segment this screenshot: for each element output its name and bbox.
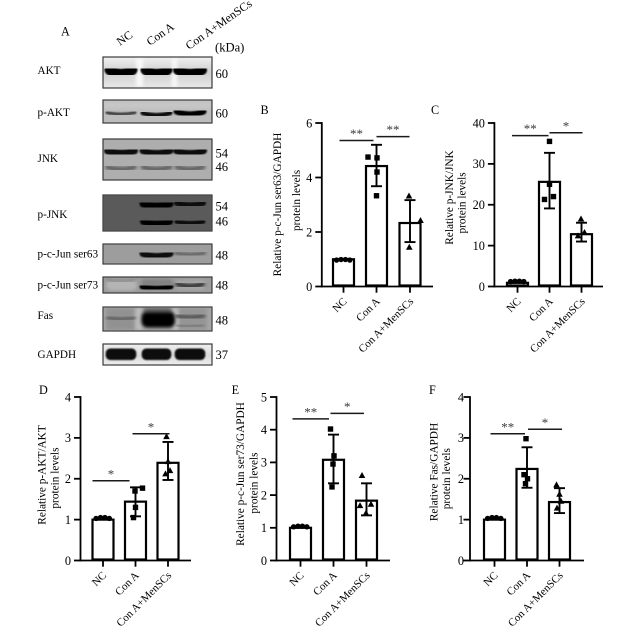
svg-text:2: 2 xyxy=(261,488,267,502)
svg-text:*: * xyxy=(563,118,570,133)
svg-text:protein levels: protein levels xyxy=(249,452,261,513)
svg-text:*: * xyxy=(148,419,155,434)
svg-text:46: 46 xyxy=(216,160,229,174)
svg-text:D: D xyxy=(39,383,48,397)
svg-text:A: A xyxy=(61,25,70,39)
svg-text:Con A: Con A xyxy=(144,19,177,48)
svg-text:Fas: Fas xyxy=(38,310,54,322)
svg-text:AKT: AKT xyxy=(38,65,61,77)
svg-text:Relative p-c-Jun ser63/GAPDH: Relative p-c-Jun ser63/GAPDH xyxy=(272,133,284,277)
svg-text:10: 10 xyxy=(473,239,485,253)
svg-text:**: ** xyxy=(387,122,400,137)
svg-text:B: B xyxy=(261,103,269,117)
svg-text:48: 48 xyxy=(216,278,229,292)
svg-text:20: 20 xyxy=(473,198,485,212)
svg-text:1: 1 xyxy=(458,513,464,527)
svg-text:30: 30 xyxy=(473,157,485,171)
svg-text:p-AKT: p-AKT xyxy=(38,107,70,119)
svg-text:1: 1 xyxy=(261,521,267,535)
svg-text:2: 2 xyxy=(65,472,71,486)
svg-text:2: 2 xyxy=(306,225,312,239)
svg-text:NC: NC xyxy=(90,570,109,589)
svg-text:F: F xyxy=(429,383,436,397)
svg-text:0: 0 xyxy=(458,554,464,568)
svg-text:E: E xyxy=(232,383,239,397)
svg-text:NC: NC xyxy=(330,296,349,315)
svg-text:Relative p-AKT/AKT: Relative p-AKT/AKT xyxy=(37,425,49,525)
svg-text:NC: NC xyxy=(481,570,500,589)
svg-text:60: 60 xyxy=(216,106,229,120)
svg-text:2: 2 xyxy=(458,472,464,486)
svg-text:**: ** xyxy=(304,404,317,419)
svg-text:Con A: Con A xyxy=(354,296,383,325)
svg-text:3: 3 xyxy=(261,456,267,470)
svg-text:*: * xyxy=(542,415,549,430)
svg-text:**: ** xyxy=(524,121,537,136)
svg-text:GAPDH: GAPDH xyxy=(38,349,77,361)
svg-text:4: 4 xyxy=(261,423,267,437)
svg-text:1: 1 xyxy=(65,513,71,527)
svg-text:Con A: Con A xyxy=(113,570,142,599)
svg-text:48: 48 xyxy=(216,313,229,327)
svg-text:p-c-Jun ser73: p-c-Jun ser73 xyxy=(38,280,99,292)
svg-text:0: 0 xyxy=(306,280,312,294)
svg-text:4: 4 xyxy=(306,171,312,185)
svg-text:3: 3 xyxy=(458,431,464,445)
svg-text:46: 46 xyxy=(216,214,229,228)
svg-text:p-JNK: p-JNK xyxy=(38,209,68,221)
svg-text:**: ** xyxy=(501,419,514,434)
svg-text:40: 40 xyxy=(473,116,485,130)
svg-text:NC: NC xyxy=(504,296,523,315)
svg-text:NC: NC xyxy=(114,28,136,49)
svg-text:54: 54 xyxy=(216,146,229,160)
svg-text:protein levels: protein levels xyxy=(291,170,303,231)
svg-text:48: 48 xyxy=(216,248,229,262)
svg-text:37: 37 xyxy=(216,348,229,362)
svg-text:0: 0 xyxy=(261,554,267,568)
svg-text:4: 4 xyxy=(65,390,71,404)
svg-text:p-c-Jun ser63: p-c-Jun ser63 xyxy=(38,249,99,261)
svg-text:Relative p-c-Jun ser73/GAPDH: Relative p-c-Jun ser73/GAPDH xyxy=(235,402,247,546)
svg-text:Con A: Con A xyxy=(311,570,340,599)
svg-text:NC: NC xyxy=(287,570,306,589)
svg-text:**: ** xyxy=(350,126,363,141)
svg-text:protein levels: protein levels xyxy=(50,447,62,508)
svg-text:protein levels: protein levels xyxy=(457,172,469,233)
svg-text:*: * xyxy=(108,466,115,481)
svg-text:5: 5 xyxy=(261,390,267,404)
svg-text:Con A: Con A xyxy=(527,296,556,325)
svg-text:54: 54 xyxy=(216,199,229,213)
svg-text:protein levels: protein levels xyxy=(441,448,453,509)
svg-text:3: 3 xyxy=(65,431,71,445)
svg-text:Relative Fas/GAPDH: Relative Fas/GAPDH xyxy=(429,423,441,521)
svg-text:4: 4 xyxy=(458,390,464,404)
svg-text:*: * xyxy=(344,399,351,414)
svg-text:Relative p-JNK/JNK: Relative p-JNK/JNK xyxy=(444,149,456,244)
svg-text:C: C xyxy=(431,103,439,117)
svg-text:60: 60 xyxy=(216,67,229,81)
svg-text:JNK: JNK xyxy=(38,153,59,165)
svg-text:Con A: Con A xyxy=(505,570,534,599)
svg-text:6: 6 xyxy=(306,116,312,130)
svg-text:0: 0 xyxy=(65,554,71,568)
svg-text:0: 0 xyxy=(479,280,485,294)
svg-text:(kDa): (kDa) xyxy=(215,41,244,55)
